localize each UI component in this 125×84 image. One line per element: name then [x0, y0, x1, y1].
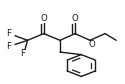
Text: O: O	[88, 40, 95, 49]
Text: O: O	[72, 14, 78, 23]
Text: F: F	[6, 42, 11, 51]
Text: F: F	[20, 49, 25, 58]
Text: O: O	[40, 14, 47, 23]
Text: F: F	[6, 29, 11, 38]
